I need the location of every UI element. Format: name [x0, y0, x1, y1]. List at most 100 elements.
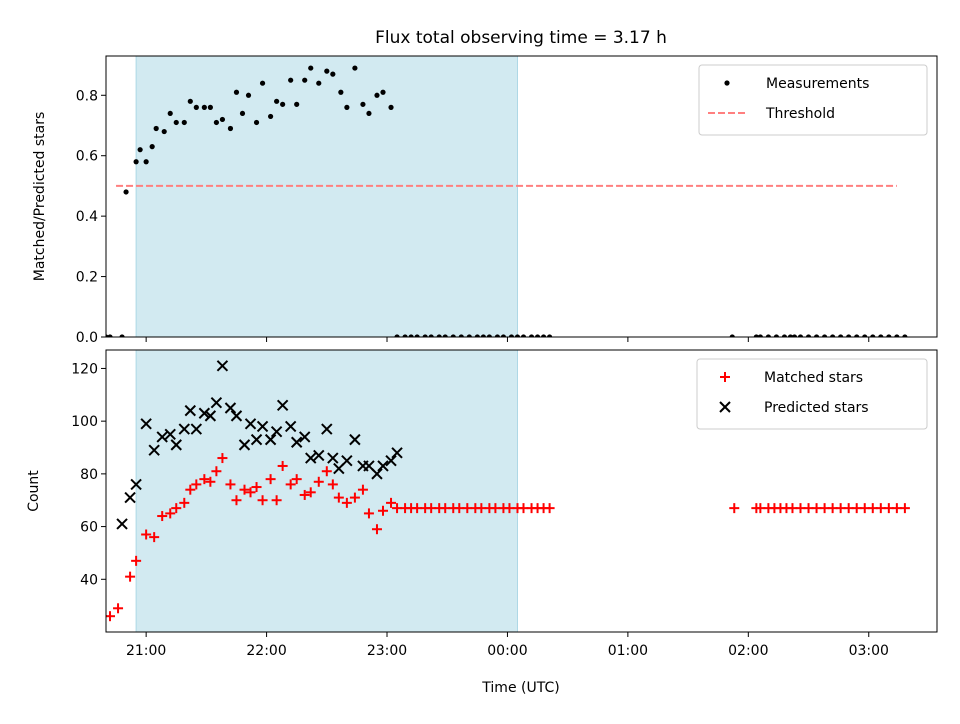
top-legend: Measurements Threshold — [698, 64, 928, 136]
predicted-stars-point — [116, 518, 128, 530]
measurements-point — [338, 89, 344, 95]
measurements-point — [344, 104, 350, 110]
measurements-point — [402, 334, 408, 337]
measurements-point — [846, 334, 852, 337]
predicted-stars-point — [284, 420, 297, 433]
predicted-stars-point — [313, 449, 325, 462]
measurements-point — [540, 334, 547, 337]
measurements-point — [765, 334, 771, 337]
legend-threshold-label: Threshold — [765, 106, 835, 122]
measurements-point — [466, 334, 472, 337]
measurements-point — [213, 119, 219, 126]
bottom-shaded-interval — [135, 349, 518, 633]
bottom-y-tick-label: 40 — [80, 572, 98, 588]
top-y-tick-label: 0.4 — [76, 209, 98, 225]
predicted-stars-point — [148, 444, 160, 456]
top-y-tick-label: 0.0 — [76, 330, 98, 346]
top-shaded-interval — [135, 55, 518, 338]
matched-stars-point — [106, 615, 107, 618]
predicted-stars-point — [230, 410, 243, 422]
matched-stars-point — [363, 508, 374, 519]
measurements-point — [458, 334, 464, 337]
x-tick-label: 21:00 — [126, 643, 166, 659]
measurements-point — [267, 113, 274, 120]
predicted-stars-point — [238, 439, 251, 451]
legend-measurements-label: Measurements — [766, 76, 869, 92]
measurements-point — [830, 334, 836, 337]
matched-stars-point — [106, 611, 116, 622]
predicted-stars-point — [305, 452, 317, 464]
bottom-y-tick-label: 60 — [80, 520, 98, 536]
x-tick-label: 03:00 — [849, 643, 889, 659]
measurements-point — [821, 334, 828, 337]
bottom-y-axis-label: Count — [26, 470, 42, 512]
measurements-point — [245, 92, 252, 98]
bottom-axes-frame — [105, 349, 938, 633]
measurements-point — [181, 119, 187, 126]
legend-measurements-marker — [724, 80, 730, 86]
measurements-point — [274, 98, 280, 104]
measurements-point — [324, 68, 330, 74]
predicted-stars-point — [124, 491, 136, 504]
measurements-point — [161, 128, 167, 135]
predicted-stars-point — [210, 397, 223, 409]
measurements-point — [133, 159, 139, 165]
matched-stars-point — [211, 466, 222, 477]
measurements-point — [428, 334, 434, 337]
legend-matched-stars-marker — [720, 372, 730, 382]
matched-stars-point — [225, 479, 236, 490]
measurements-point — [388, 104, 394, 110]
legend-predicted-stars-marker — [719, 401, 731, 413]
predicted-stars-point — [270, 425, 283, 438]
matched-stars-point — [299, 489, 310, 500]
matched-stars-point — [271, 495, 282, 506]
measurements-point — [805, 334, 812, 337]
predicted-stars-point — [264, 433, 277, 446]
top-y-tick-label: 0.6 — [76, 149, 98, 165]
bottom-panel: 40 60 80 100 120 21:00 22:00 23:00 00:00 01:00 02:… — [26, 349, 938, 659]
measurements-point — [137, 147, 143, 153]
matched-stars-point — [113, 603, 124, 614]
measurements-point — [474, 334, 480, 337]
matched-stars-point — [729, 503, 740, 514]
measurements-point — [878, 334, 884, 337]
predicted-stars-point — [391, 447, 403, 459]
predicted-stars-point — [164, 428, 176, 441]
predicted-stars-point — [140, 418, 152, 430]
predicted-stars-point — [377, 460, 389, 472]
predicted-stars-point — [198, 407, 211, 419]
matched-stars-point — [257, 495, 268, 506]
x-tick-label: 23:00 — [367, 643, 407, 659]
chart-title: Flux total observing time = 3.17 h — [375, 28, 667, 48]
matched-stars-point — [357, 484, 368, 495]
measurements-point — [729, 334, 735, 337]
measurements-point — [486, 334, 492, 337]
measurements-point — [520, 334, 527, 337]
matched-stars-point — [251, 482, 262, 493]
matched-stars-point — [205, 476, 216, 487]
matched-stars-point — [179, 497, 190, 508]
measurements-point — [201, 104, 207, 110]
measurements-point — [330, 71, 336, 77]
measurements-point — [167, 110, 173, 117]
measurements-point — [414, 334, 420, 337]
predicted-stars-point — [156, 431, 168, 443]
bottom-legend: Matched stars Predicted stars — [696, 358, 928, 430]
matched-stars-point — [321, 466, 332, 477]
measurements-point — [308, 65, 314, 71]
predicted-stars-point — [244, 418, 257, 430]
matched-stars-point — [245, 487, 256, 498]
predicted-stars-point — [130, 478, 142, 491]
measurements-point — [302, 77, 308, 83]
measurements-point — [107, 334, 113, 337]
x-tick-label: 01:00 — [608, 643, 648, 659]
matched-stars-point — [291, 474, 302, 485]
predicted-stars-point — [349, 433, 361, 446]
legend-matched-stars-label: Matched stars — [764, 370, 863, 386]
matched-stars-point — [185, 484, 196, 495]
matched-stars-point — [544, 503, 555, 514]
predicted-stars-point — [341, 454, 353, 467]
measurements-point — [422, 334, 428, 337]
predicted-stars-point — [276, 399, 289, 412]
